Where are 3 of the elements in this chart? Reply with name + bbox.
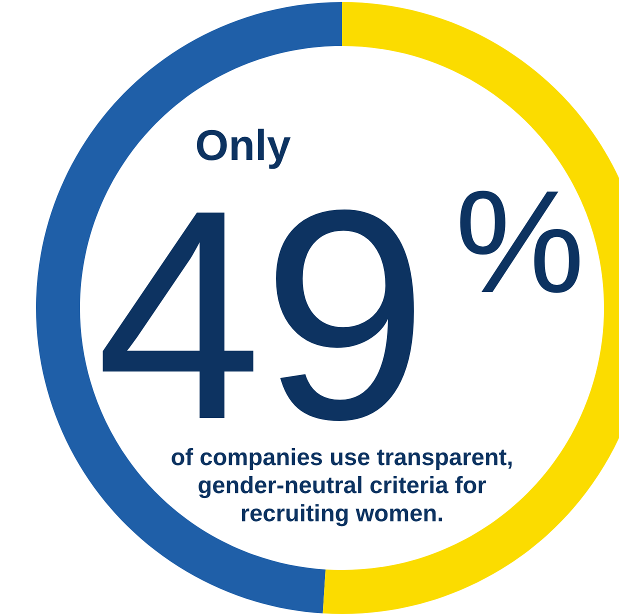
text: of companies use transparent, gender-neutral criteria for recruiting women. (172, 448, 512, 526)
text: Only (196, 128, 291, 169)
data-label: 49% (102, 190, 580, 421)
